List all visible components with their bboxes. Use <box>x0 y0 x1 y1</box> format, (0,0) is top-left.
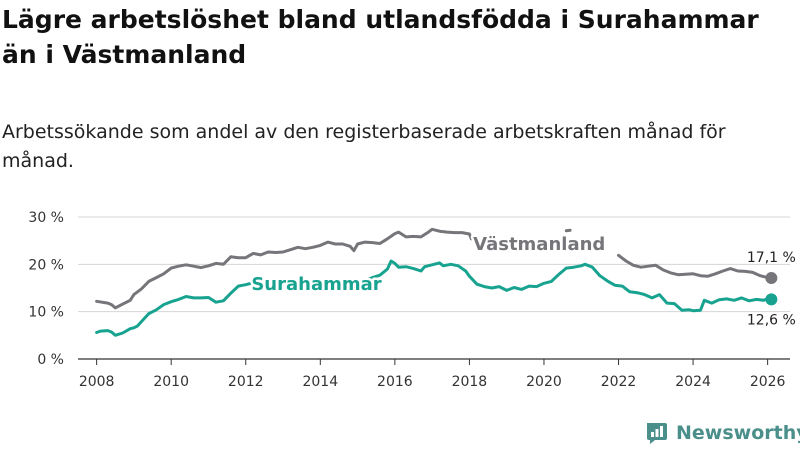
series-line-v-stmanland-0 <box>95 227 473 310</box>
end-point-v-stmanland <box>765 272 778 285</box>
brand-name: Newsworthy <box>676 422 800 444</box>
x-tick-label-2026: 2026 <box>750 374 786 390</box>
series-label-surahammar: Surahammar <box>251 274 381 295</box>
label-group: 17,1 % 12,6 % Västmanland Surahammar <box>249 232 796 329</box>
x-tick-label-2008: 2008 <box>79 374 115 390</box>
x-tick-label-2022: 2022 <box>601 374 637 390</box>
y-axis: 0 % 10 % 20 % 30 % <box>28 210 64 368</box>
x-tick-label-2012: 2012 <box>228 374 264 390</box>
y-tick-label-0: 0 % <box>37 352 64 368</box>
end-label-surahammar: 12,6 % <box>747 312 796 328</box>
chart-subtitle: Arbetssökande som andel av den registerb… <box>2 121 726 172</box>
x-tick-label-2010: 2010 <box>153 374 189 390</box>
y-tick-label-30: 30 % <box>28 210 64 226</box>
series-label-v-stmanland: Västmanland <box>473 234 605 255</box>
chart-title: Lägre arbetslöshet bland utlandsfödda i … <box>2 5 759 69</box>
grid-lines <box>78 216 790 360</box>
series-line-surahammar-0 <box>95 281 257 337</box>
x-tick-label-2024: 2024 <box>675 374 711 390</box>
x-tick-label-2014: 2014 <box>302 374 338 390</box>
brand-logo[interactable]: Newsworthy <box>644 419 800 447</box>
series-group <box>95 227 778 337</box>
y-tick-label-20: 20 % <box>28 257 64 273</box>
end-point-surahammar <box>765 293 778 306</box>
x-tick-label-2020: 2020 <box>526 374 562 390</box>
end-label-v-stmanland: 17,1 % <box>747 250 796 266</box>
newsworthy-icon <box>647 423 667 444</box>
x-tick-label-2016: 2016 <box>377 374 413 390</box>
x-tick-label-2018: 2018 <box>452 374 488 390</box>
y-tick-label-10: 10 % <box>28 305 64 321</box>
series-line-surahammar-1 <box>356 259 773 313</box>
x-axis: 2008 2010 2012 2014 2016 2018 2020 2022 2024 2026 <box>79 359 786 390</box>
series-line-v-stmanland-2 <box>617 253 773 280</box>
